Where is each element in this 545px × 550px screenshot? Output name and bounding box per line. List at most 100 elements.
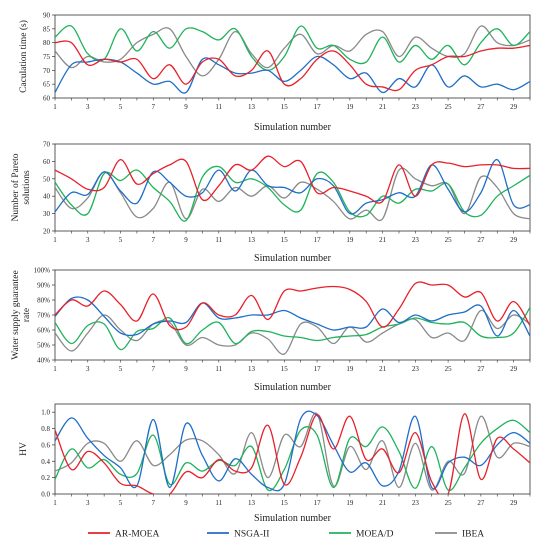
x-tick-label: 25: [445, 365, 453, 373]
y-tick-label: 20: [43, 228, 51, 236]
y-tick-label: 30: [43, 210, 51, 218]
chart-panel-4: 0.00.20.40.60.81.01 3 5 7 9 11 13 15 17 19 21 23 25 2…: [19, 403, 531, 524]
series-line-ar-moea: [55, 155, 530, 204]
x-tick-label: 13: [248, 365, 256, 373]
y-tick-label: 60%: [37, 327, 50, 335]
x-tick-label: 13: [248, 103, 256, 111]
x-tick-label: 21: [379, 499, 387, 507]
x-tick-label: 7: [152, 236, 156, 244]
x-tick-label: 11: [215, 236, 222, 244]
series-group: [55, 281, 530, 355]
x-tick-label: 17: [314, 365, 322, 373]
x-tick-label: 9: [184, 236, 188, 244]
x-tick-label: 29: [510, 365, 518, 373]
x-tick-label: 27: [477, 499, 485, 507]
series-line-ar-moea: [55, 40, 530, 92]
plot-frame: [54, 143, 531, 232]
y-tick-label: 50%: [37, 342, 50, 350]
y-tick-label: 70: [43, 141, 51, 149]
plot-frame: [54, 403, 531, 495]
series-group: [55, 155, 530, 222]
x-tick-label: 7: [152, 103, 156, 111]
y-tick-label: 65: [43, 81, 51, 89]
series-line-nsga-ii: [55, 296, 530, 337]
x-tick-label: 27: [477, 236, 485, 244]
x-tick-label: 23: [412, 365, 420, 373]
series-group: [55, 410, 530, 494]
x-tick-label: 13: [248, 236, 256, 244]
x-tick-label: 5: [119, 236, 123, 244]
y-tick-label: 0.4: [41, 458, 50, 466]
x-tick-label: 23: [412, 103, 420, 111]
x-tick-label: 3: [86, 103, 90, 111]
x-tick-label: 5: [119, 499, 123, 507]
y-tick-label: 90: [43, 12, 51, 20]
y-tick-label: 75: [43, 53, 51, 61]
x-tick-label: 15: [281, 499, 289, 507]
x-tick-label: 5: [119, 103, 123, 111]
y-tick-label: 100%: [34, 267, 51, 275]
y-tick-label: 1.0: [41, 409, 50, 417]
y-tick-label: 0.6: [41, 441, 50, 449]
x-axis-label: Simulation number: [254, 382, 332, 393]
y-tick-label: 80: [43, 39, 51, 47]
x-tick-label: 9: [184, 103, 188, 111]
x-tick-label: 1: [53, 499, 57, 507]
series-line-moea-d: [55, 307, 530, 351]
chart-panel-3: 40%50%60%70%80%90%100%1 3 5 7 9 11 13 15 17 19 21 2…: [11, 267, 531, 393]
x-tick-label: 7: [152, 499, 156, 507]
x-tick-label: 9: [184, 365, 188, 373]
x-tick-label: 25: [445, 103, 453, 111]
x-tick-label: 27: [477, 103, 485, 111]
x-tick-label: 11: [215, 365, 222, 373]
y-tick-label: 70%: [37, 312, 50, 320]
legend-label: MOEA/D: [356, 530, 394, 540]
x-tick-label: 19: [346, 499, 354, 507]
y-tick-label: 50: [43, 175, 51, 183]
x-tick-label: 3: [86, 365, 90, 373]
y-tick-label: 0.0: [41, 491, 50, 499]
x-tick-label: 15: [281, 103, 289, 111]
y-tick-label: 60: [43, 158, 51, 166]
y-tick-label: 85: [43, 25, 51, 33]
x-tick-label: 23: [412, 499, 420, 507]
x-tick-label: 7: [152, 365, 156, 373]
x-tick-label: 17: [314, 236, 322, 244]
x-tick-label: 21: [379, 103, 387, 111]
y-tick-label: 40%: [37, 357, 50, 365]
x-tick-label: 17: [314, 499, 322, 507]
series-line-moea-d: [55, 165, 530, 222]
x-axis-label: Simulation number: [254, 253, 332, 264]
x-axis-label: Simulation number: [254, 513, 332, 524]
y-axis-label: HV: [19, 442, 29, 456]
y-tick-label: 90%: [37, 282, 50, 290]
series-line-ar-moea: [55, 413, 530, 494]
legend-label: AR-MOEA: [115, 530, 159, 540]
x-tick-label: 5: [119, 365, 123, 373]
y-tick-label: 0.2: [41, 474, 50, 482]
series-line-moea-d: [55, 25, 530, 71]
x-tick-label: 11: [215, 103, 222, 111]
x-tick-label: 21: [379, 236, 387, 244]
series-line-nsga-ii: [55, 159, 530, 215]
x-tick-label: 17: [314, 103, 322, 111]
legend-label: IBEA: [462, 530, 484, 540]
x-tick-label: 21: [379, 365, 387, 373]
legend: AR-MOEA NSGA-II MOEA/D IBEA: [88, 530, 484, 540]
x-tick-label: 3: [86, 236, 90, 244]
x-tick-label: 1: [53, 365, 57, 373]
x-tick-label: 15: [281, 365, 289, 373]
x-tick-label: 19: [346, 236, 354, 244]
series-group: [55, 25, 530, 94]
x-tick-label: 29: [510, 499, 518, 507]
series-line-ar-moea: [55, 281, 530, 331]
x-tick-label: 25: [445, 499, 453, 507]
series-line-nsga-ii: [55, 55, 530, 94]
x-tick-label: 27: [477, 365, 485, 373]
y-tick-label: 0.8: [41, 425, 50, 433]
y-tick-label: 40: [43, 193, 51, 201]
